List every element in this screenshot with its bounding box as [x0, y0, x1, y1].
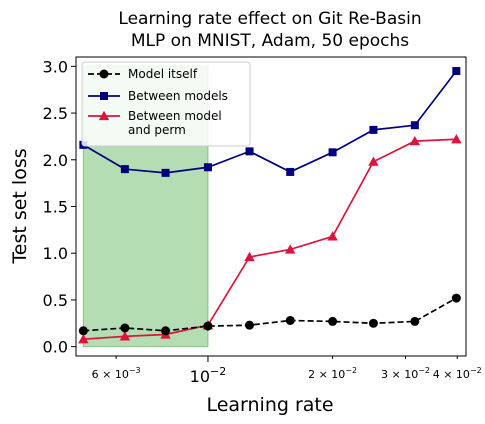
- data-point: [204, 163, 212, 171]
- data-point: [120, 323, 129, 332]
- data-point: [203, 322, 212, 331]
- data-point: [121, 165, 129, 173]
- data-point: [369, 319, 378, 328]
- y-tick-label: 0.5: [43, 291, 68, 310]
- data-point: [368, 156, 378, 165]
- y-tick-label: 0.0: [43, 338, 68, 357]
- legend-label: Between model: [128, 109, 222, 123]
- data-point: [161, 326, 170, 335]
- data-point: [245, 321, 254, 330]
- data-point: [369, 126, 377, 134]
- data-point: [329, 148, 337, 156]
- legend-marker: [100, 70, 109, 79]
- legend: Model itself Between models Between modela…: [82, 62, 250, 146]
- x-tick-label: 3 × 10−2: [381, 366, 430, 381]
- data-point: [410, 317, 419, 326]
- data-point: [327, 231, 337, 240]
- data-point: [162, 169, 170, 177]
- data-point: [286, 168, 294, 176]
- y-axis-label: Test set loss: [9, 148, 31, 264]
- x-tick-label: 4 × 10−2: [433, 366, 482, 381]
- data-point: [328, 317, 337, 326]
- legend-marker: [100, 92, 108, 100]
- chart-title-line-2: MLP on MNIST, Adam, 50 epochs: [131, 31, 409, 51]
- x-tick-label: 2 × 10−2: [308, 366, 357, 381]
- y-tick-label: 1.0: [43, 244, 68, 263]
- data-point: [246, 147, 254, 155]
- legend-label: Between models: [128, 89, 228, 103]
- x-tick-label: 10−2: [190, 365, 227, 386]
- x-axis-label: Learning rate: [206, 394, 333, 416]
- chart-title-line-1: Learning rate effect on Git Re-Basin: [118, 9, 421, 29]
- y-tick-label: 2.5: [43, 104, 68, 123]
- y-tick-label: 1.5: [43, 198, 68, 217]
- data-point: [452, 67, 460, 75]
- y-tick-label: 2.0: [43, 151, 68, 170]
- x-tick-label: 6 × 10−3: [92, 366, 141, 381]
- data-point: [79, 326, 88, 335]
- data-point: [452, 294, 461, 303]
- y-tick-label: 3.0: [43, 57, 68, 76]
- legend-label: Model itself: [128, 67, 198, 81]
- data-point: [411, 121, 419, 129]
- data-point: [286, 316, 295, 325]
- legend-label: and perm: [128, 123, 186, 137]
